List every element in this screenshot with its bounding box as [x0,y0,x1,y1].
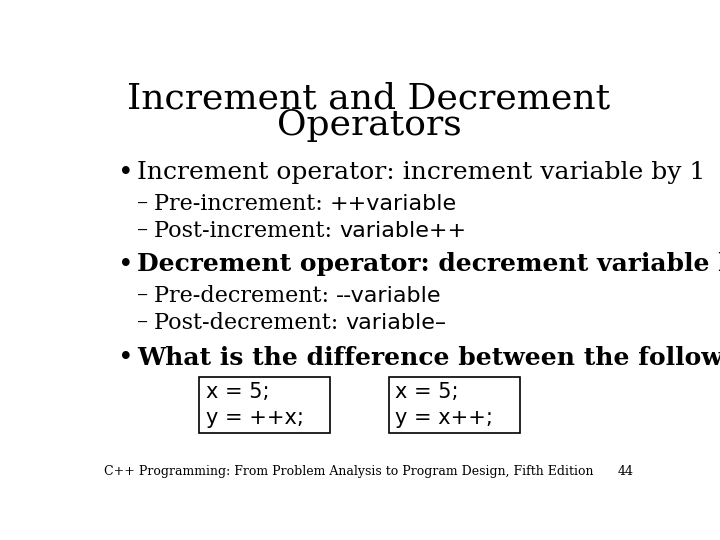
Text: variable++: variable++ [339,221,467,241]
Text: variable–: variable– [346,313,446,333]
Text: –: – [138,193,148,215]
Text: x = 5;: x = 5; [205,382,269,402]
Text: Pre-increment:: Pre-increment: [154,193,330,215]
Text: •: • [118,346,133,370]
Text: ++variable: ++variable [330,194,457,214]
Text: Decrement operator: decrement variable by 1: Decrement operator: decrement variable b… [138,252,720,276]
Text: Post-decrement:: Post-decrement: [154,312,346,334]
Text: y = x++;: y = x++; [395,408,493,428]
Text: –: – [138,285,148,307]
Text: •: • [118,252,133,277]
Text: Pre-decrement:: Pre-decrement: [154,285,336,307]
Text: What is the difference between the following?: What is the difference between the follo… [138,346,720,370]
Text: C++ Programming: From Problem Analysis to Program Design, Fifth Edition: C++ Programming: From Problem Analysis t… [104,465,593,478]
Text: Post-increment:: Post-increment: [154,220,339,242]
Text: x = 5;: x = 5; [395,382,459,402]
Text: Increment operator: increment variable by 1: Increment operator: increment variable b… [138,161,706,184]
Text: Operators: Operators [276,108,462,142]
Text: --variable: --variable [336,286,442,306]
FancyBboxPatch shape [389,377,520,433]
Text: –: – [138,220,148,242]
Text: Increment and Decrement: Increment and Decrement [127,81,611,115]
Text: –: – [138,312,148,334]
Text: •: • [118,160,133,185]
Text: 44: 44 [618,465,634,478]
FancyBboxPatch shape [199,377,330,433]
Text: y = ++x;: y = ++x; [205,408,303,428]
